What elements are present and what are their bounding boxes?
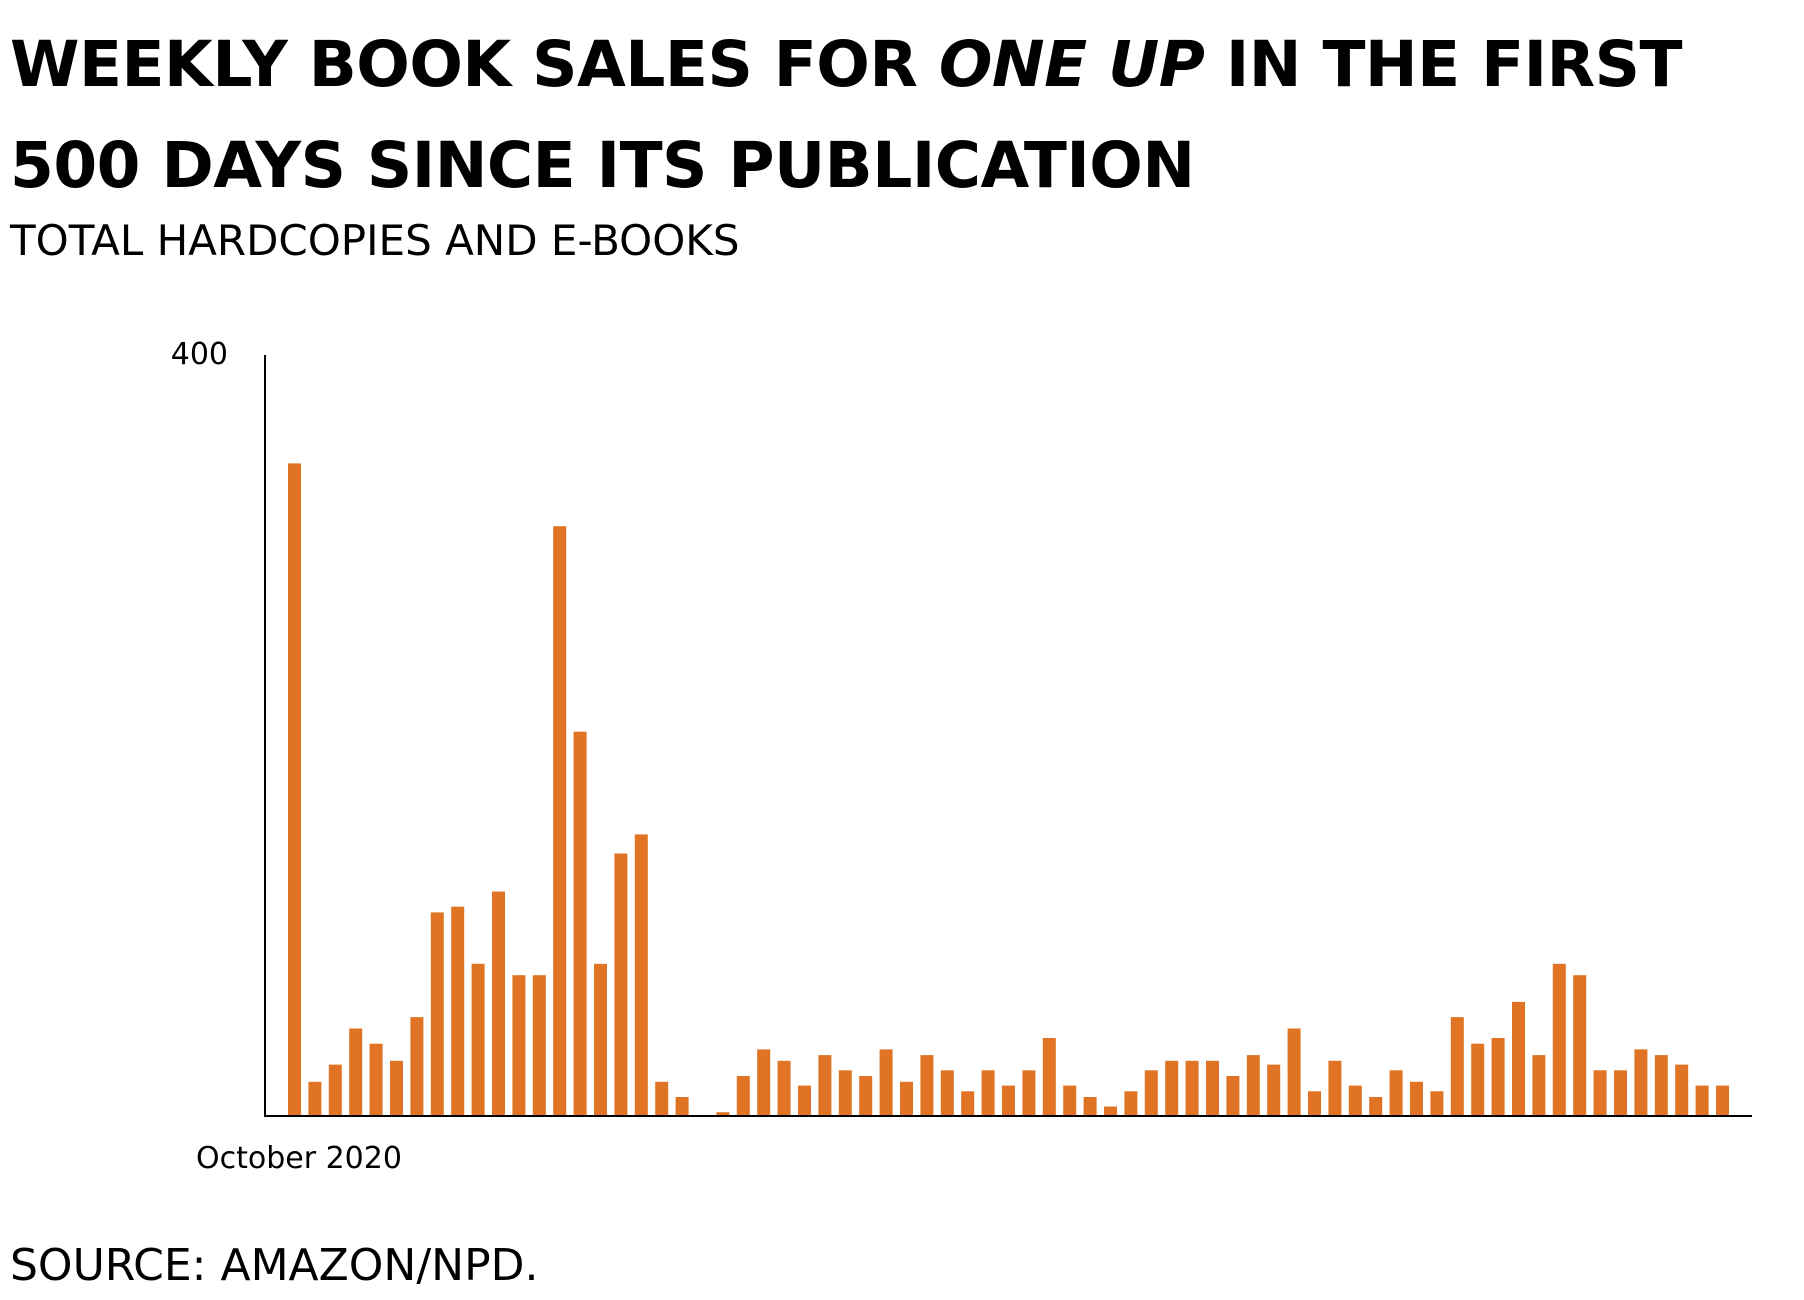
bar — [1267, 1064, 1281, 1116]
bar — [1002, 1085, 1015, 1116]
bar — [859, 1076, 873, 1116]
bar — [594, 963, 607, 1116]
bar — [1634, 1049, 1648, 1116]
bar — [1165, 1060, 1179, 1116]
chart-title-book-name: ONE UP — [938, 28, 1205, 101]
bar — [349, 1028, 363, 1116]
bar — [655, 1081, 669, 1116]
bar — [757, 1049, 771, 1116]
bar — [614, 853, 628, 1116]
bar — [451, 906, 465, 1116]
bar — [1104, 1106, 1117, 1116]
bar — [532, 975, 546, 1116]
bar — [798, 1085, 811, 1116]
bar — [981, 1070, 995, 1116]
bar — [1552, 963, 1566, 1116]
bar — [492, 891, 505, 1116]
chart-subtitle: TOTAL HARDCOPIES AND E-BOOKS — [10, 216, 740, 265]
bar — [573, 731, 587, 1116]
source-note: SOURCE: AMAZON/NPD. — [10, 1240, 539, 1291]
chart-title: WEEKLY BOOK SALES FOR ONE UP IN THE FIRS… — [10, 14, 1790, 216]
bar — [1450, 1017, 1464, 1116]
bar — [879, 1049, 893, 1116]
bar — [1573, 975, 1587, 1116]
bar — [736, 1076, 750, 1116]
bar — [1675, 1064, 1689, 1116]
bar — [308, 1081, 322, 1116]
bar — [900, 1081, 913, 1116]
bar — [1063, 1085, 1077, 1116]
bar — [634, 834, 648, 1116]
bar — [940, 1070, 954, 1116]
bar — [1654, 1055, 1668, 1116]
bar — [1410, 1081, 1423, 1116]
bar — [838, 1070, 852, 1116]
bar — [1083, 1097, 1097, 1116]
bar — [1042, 1038, 1056, 1116]
bar — [553, 526, 567, 1116]
bar — [390, 1060, 403, 1116]
bar — [430, 912, 444, 1116]
bar — [1124, 1091, 1138, 1116]
bar — [961, 1091, 975, 1116]
bar — [1389, 1070, 1403, 1116]
bar — [675, 1097, 689, 1116]
chart-title-part-1: WEEKLY BOOK SALES FOR — [10, 28, 939, 101]
bar — [328, 1064, 342, 1116]
bar — [1369, 1097, 1383, 1116]
bar — [512, 975, 526, 1116]
chart-title-part-2: IN THE FIRST 500 DAYS SINCE ITS PUBLICAT… — [10, 28, 1682, 202]
bar — [920, 1055, 934, 1116]
bar — [471, 963, 485, 1116]
bar — [716, 1112, 730, 1116]
bar — [1593, 1070, 1607, 1116]
bar — [410, 1017, 424, 1116]
bar — [1695, 1085, 1709, 1116]
bar — [1430, 1091, 1444, 1116]
x-tick-label: October 2020 — [196, 1141, 402, 1176]
bar — [1328, 1060, 1342, 1116]
bar — [777, 1060, 791, 1116]
bar — [1614, 1070, 1627, 1116]
bar — [288, 463, 301, 1116]
bar — [1144, 1070, 1158, 1116]
bar-chart: 400 October 2020 — [171, 337, 1752, 1176]
bar — [1491, 1038, 1505, 1116]
bar — [818, 1055, 832, 1116]
bar — [1532, 1055, 1546, 1116]
bar — [1471, 1043, 1485, 1116]
bar — [1022, 1070, 1036, 1116]
bar — [1185, 1060, 1199, 1116]
bar — [369, 1043, 383, 1116]
bar — [1308, 1091, 1321, 1116]
bar — [1206, 1060, 1219, 1116]
bar — [1226, 1076, 1240, 1116]
bar — [1716, 1085, 1729, 1116]
bar — [1348, 1085, 1362, 1116]
bar — [1246, 1055, 1260, 1116]
y-tick-label: 400 — [171, 337, 228, 372]
bar — [1287, 1028, 1301, 1116]
bar — [1512, 1001, 1525, 1116]
